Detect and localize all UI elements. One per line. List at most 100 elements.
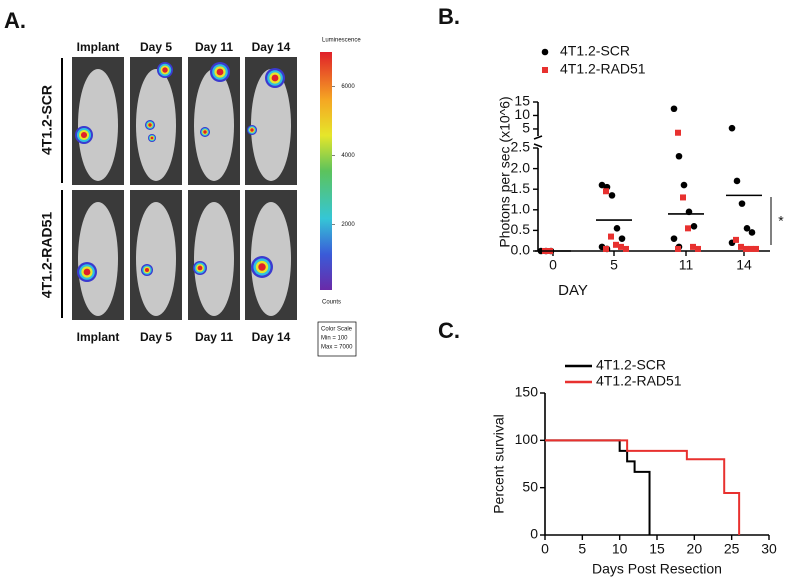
data-point xyxy=(670,235,678,242)
significance-mark: * xyxy=(778,213,784,229)
signal xyxy=(203,130,207,134)
column-label: Implant xyxy=(77,330,120,344)
data-point xyxy=(618,235,626,242)
data-point xyxy=(608,192,616,199)
colorbar-note: Color Scale xyxy=(321,327,353,333)
y-tick-label: 0.5 xyxy=(511,221,531,237)
x-tick-label: 0 xyxy=(541,541,549,557)
x-tick-label: 5 xyxy=(610,257,618,273)
data-point xyxy=(675,129,681,136)
y-tick-label: 50 xyxy=(522,478,538,494)
legend-label: 4T1.2-SCR xyxy=(560,43,630,59)
signal xyxy=(150,136,154,140)
column-label: Day 11 xyxy=(195,330,233,344)
signal xyxy=(271,74,279,82)
x-tick-label: 0 xyxy=(549,257,557,273)
y-tick-label: 10 xyxy=(514,106,530,122)
y-tick-label: 1.0 xyxy=(511,201,531,217)
colorbar-tick-label: 6000 xyxy=(341,84,355,90)
row-label: 4T1.2-SCR xyxy=(39,85,55,155)
x-axis-label: Days Post Resection xyxy=(592,561,722,577)
signal xyxy=(148,123,152,127)
y-tick-label: 0 xyxy=(530,526,538,542)
survival-curve xyxy=(545,439,651,535)
data-point xyxy=(738,200,746,207)
mouse xyxy=(136,69,176,181)
signal xyxy=(197,265,203,271)
mouse xyxy=(78,202,118,316)
panel-label: B. xyxy=(438,4,460,29)
data-point xyxy=(603,188,609,195)
data-point xyxy=(733,236,739,243)
data-point xyxy=(680,194,686,201)
signal xyxy=(80,131,88,139)
column-label: Day 14 xyxy=(252,330,291,344)
y-tick-label: 2.0 xyxy=(511,159,531,175)
x-tick-label: 11 xyxy=(679,257,694,273)
data-point xyxy=(670,105,678,113)
colorbar-unit: Counts xyxy=(322,300,341,306)
signal xyxy=(83,268,91,276)
data-point xyxy=(690,243,696,250)
x-tick-label: 20 xyxy=(687,541,703,557)
colorbar-note: Min = 100 xyxy=(321,336,348,342)
column-label: Day 5 xyxy=(140,330,172,344)
x-tick-label: 14 xyxy=(736,257,752,273)
mouse xyxy=(251,69,291,181)
y-tick-label: 2.5 xyxy=(511,139,531,155)
data-point xyxy=(695,245,701,252)
colorbar-note-box xyxy=(317,321,357,357)
legend-label: 4T1.2-RAD51 xyxy=(560,61,646,77)
data-point xyxy=(598,181,606,189)
y-tick-label: 5 xyxy=(522,120,530,136)
mouse xyxy=(136,202,176,316)
y-axis-label: Percent survival xyxy=(491,414,507,514)
legend-marker xyxy=(541,48,549,56)
data-point xyxy=(675,245,681,252)
data-point xyxy=(690,222,698,230)
data-point xyxy=(753,245,759,252)
colorbar-note: Max = 7000 xyxy=(321,345,353,351)
data-point xyxy=(603,245,609,252)
y-tick-label: 1.5 xyxy=(511,180,531,196)
signal xyxy=(162,67,168,73)
column-label: Day 11 xyxy=(195,40,233,54)
x-tick-label: 25 xyxy=(724,541,740,557)
x-tick-label: 30 xyxy=(761,541,777,557)
signal xyxy=(216,68,224,76)
mouse xyxy=(194,69,234,181)
signal xyxy=(250,128,254,132)
data-point xyxy=(613,241,619,248)
y-tick-label: 15 xyxy=(514,93,530,109)
signal xyxy=(258,263,266,271)
data-point xyxy=(733,177,741,185)
data-point xyxy=(623,245,629,252)
y-tick-label: 100 xyxy=(515,431,539,447)
x-axis-label: DAY xyxy=(558,282,588,299)
column-label: Day 5 xyxy=(140,40,172,54)
panel-label: C. xyxy=(438,318,460,343)
mouse xyxy=(251,202,291,316)
data-point xyxy=(618,243,624,250)
row-label: 4T1.2-RAD51 xyxy=(39,212,55,299)
axis-break xyxy=(533,143,543,148)
x-tick-label: 5 xyxy=(578,541,586,557)
signal xyxy=(144,267,150,273)
panel-label: A. xyxy=(4,8,26,33)
data-point xyxy=(685,225,691,232)
x-tick-label: 15 xyxy=(649,541,665,557)
axis-break xyxy=(533,135,543,140)
x-tick-label: 10 xyxy=(612,541,628,557)
data-point xyxy=(743,245,749,252)
y-tick-label: 150 xyxy=(515,384,539,400)
mouse xyxy=(194,202,234,316)
legend-label: 4T1.2-SCR xyxy=(596,357,666,373)
data-point xyxy=(748,245,754,252)
mouse xyxy=(78,69,118,181)
data-point xyxy=(728,124,736,132)
colorbar-tick-label: 4000 xyxy=(341,153,355,159)
data-point xyxy=(608,233,614,240)
legend-label: 4T1.2-RAD51 xyxy=(596,373,682,389)
data-point xyxy=(738,243,744,250)
